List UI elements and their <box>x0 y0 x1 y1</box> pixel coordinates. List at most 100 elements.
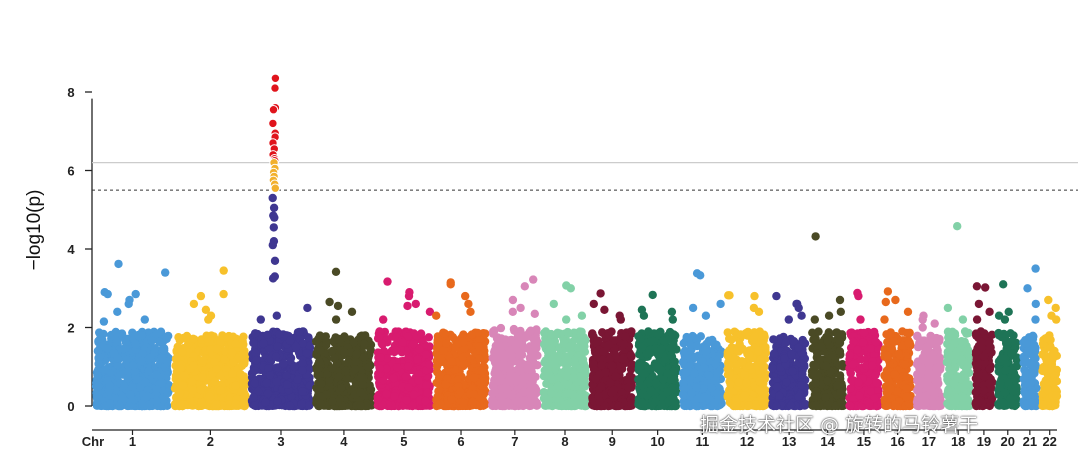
point <box>579 342 588 352</box>
point <box>621 332 630 341</box>
point <box>607 327 616 336</box>
point <box>392 346 401 355</box>
point <box>435 370 445 379</box>
point <box>620 340 629 349</box>
top-point <box>99 317 109 326</box>
point <box>597 382 606 391</box>
chromosome-6-points <box>432 278 490 411</box>
point <box>392 363 402 372</box>
point <box>549 338 559 347</box>
point <box>144 400 154 410</box>
top-point <box>140 315 149 324</box>
point <box>101 365 110 374</box>
top-point <box>113 307 122 316</box>
point <box>122 355 131 364</box>
point <box>205 392 214 401</box>
point <box>179 371 189 380</box>
point <box>657 344 666 354</box>
point <box>540 340 549 349</box>
point <box>146 353 155 363</box>
top-point <box>270 73 281 84</box>
point <box>414 376 423 385</box>
point <box>564 329 573 338</box>
top-point <box>270 83 280 93</box>
point <box>591 374 600 384</box>
point <box>645 349 654 358</box>
chromosome-4-points <box>312 267 376 411</box>
point <box>105 381 115 390</box>
point <box>298 387 307 396</box>
point <box>263 389 273 398</box>
point <box>124 367 133 376</box>
point <box>647 401 656 410</box>
x-tick-label: 9 <box>609 434 616 449</box>
point <box>113 354 122 363</box>
point <box>160 346 169 355</box>
top-point <box>577 311 587 320</box>
point <box>491 401 500 410</box>
point <box>531 397 540 406</box>
point <box>293 375 302 384</box>
top-point <box>596 289 605 298</box>
point <box>93 370 102 380</box>
point <box>356 373 366 382</box>
point <box>423 388 432 398</box>
point <box>376 353 385 362</box>
point <box>597 360 606 370</box>
point <box>212 344 222 354</box>
point <box>593 337 603 346</box>
point <box>142 391 152 401</box>
point <box>335 335 344 345</box>
point <box>137 356 146 366</box>
point <box>198 356 208 365</box>
x-tick-label: 2 <box>207 434 214 449</box>
point <box>488 389 497 398</box>
point <box>575 396 584 405</box>
point <box>435 399 445 409</box>
point <box>231 399 240 409</box>
point <box>176 400 185 409</box>
point <box>401 372 411 381</box>
top-point <box>508 295 518 305</box>
point <box>669 394 678 403</box>
point <box>517 396 526 405</box>
top-point <box>549 299 558 309</box>
point <box>356 388 366 397</box>
point <box>503 364 513 374</box>
point <box>415 345 424 354</box>
point <box>421 396 430 406</box>
point <box>364 363 373 372</box>
point <box>94 346 103 355</box>
point <box>373 395 383 404</box>
point <box>291 342 301 352</box>
top-point <box>639 311 649 320</box>
point <box>249 338 258 348</box>
point <box>283 380 292 389</box>
point <box>251 348 260 358</box>
point <box>398 338 407 347</box>
top-point <box>325 297 334 307</box>
top-point <box>269 203 279 212</box>
top-point <box>131 289 140 299</box>
point <box>197 398 206 407</box>
point <box>178 381 188 390</box>
top-point <box>103 289 112 299</box>
point <box>494 339 503 348</box>
point <box>594 391 603 401</box>
point <box>135 383 145 392</box>
top-point <box>404 291 414 301</box>
point <box>517 378 527 387</box>
point <box>285 401 295 411</box>
point <box>163 389 172 398</box>
point <box>477 366 487 376</box>
point <box>657 400 666 409</box>
point <box>513 365 523 374</box>
point <box>403 362 413 371</box>
top-point <box>589 299 598 309</box>
point <box>229 357 238 367</box>
top-point <box>411 299 420 309</box>
x-tick-label: 3 <box>277 434 284 449</box>
point <box>350 365 360 374</box>
point <box>433 392 442 401</box>
point <box>460 360 469 369</box>
